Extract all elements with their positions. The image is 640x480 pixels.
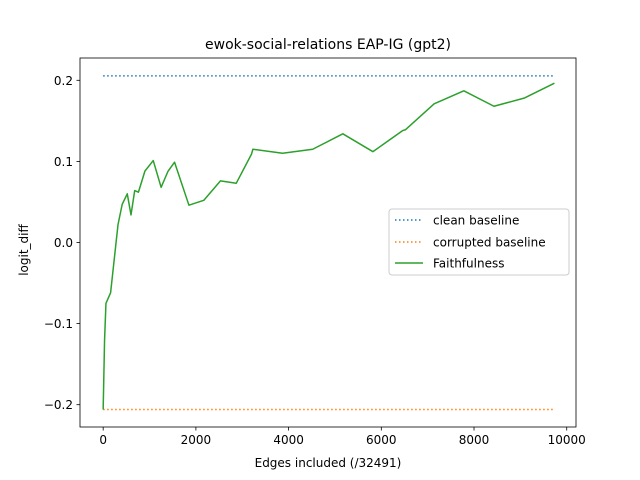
x-tick-label: 2000 [181,433,212,447]
legend: clean baseline corrupted baseline Faithf… [388,208,570,276]
legend-box [388,208,570,276]
y-tick-label: −0.1 [44,317,73,331]
legend-label-clean-baseline: clean baseline [433,214,519,228]
y-tick-label: 0.1 [54,155,73,169]
x-tick-label: 10000 [548,433,586,447]
series-line-faithfulness [102,82,555,410]
y-tick-label: 0.0 [54,236,73,250]
plot-area: 0 2000 4000 6000 8000 10000 −0.2 −0.1 0.0 0.1 0.2 [44,57,586,447]
x-tick-label: 0 [99,433,107,447]
legend-label-corrupted-baseline: corrupted baseline [433,236,546,250]
y-tick-label: 0.2 [54,74,73,88]
y-axis-label: logit_diff [17,223,31,275]
y-tick-label: −0.2 [44,398,73,412]
x-tick-label: 6000 [366,433,397,447]
legend-label-faithfulness: Faithfulness [433,257,504,271]
x-axis-label: Edges included (/32491) [255,456,402,470]
chart-title: ewok-social-relations EAP-IG (gpt2) [205,37,451,53]
x-tick-label: 4000 [273,433,304,447]
x-tick-label: 8000 [459,433,490,447]
